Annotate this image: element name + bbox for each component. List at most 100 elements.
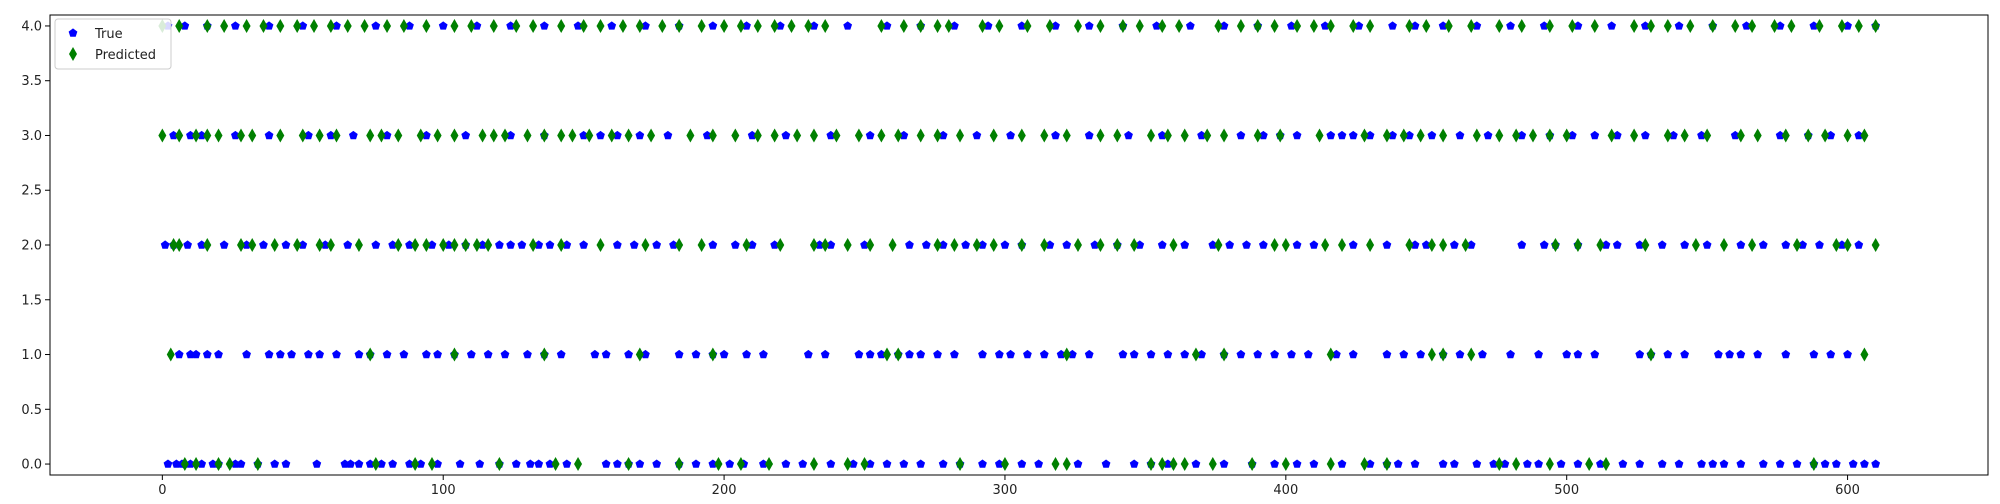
predicted-point	[1686, 18, 1695, 33]
true-point	[511, 459, 521, 468]
predicted-point	[731, 128, 740, 143]
legend-box	[54, 18, 172, 70]
true-point	[1657, 459, 1667, 468]
true-point	[1101, 459, 1111, 468]
true-point	[1337, 130, 1347, 140]
predicted-point	[1854, 18, 1863, 33]
true-point	[994, 349, 1004, 359]
true-point	[275, 349, 285, 359]
true-point	[270, 459, 280, 468]
true-point	[1236, 130, 1246, 140]
true-point	[421, 349, 431, 359]
true-point	[1854, 130, 1864, 140]
predicted-point	[1439, 347, 1448, 362]
predicted-point	[1147, 457, 1156, 472]
true-point	[933, 349, 942, 359]
true-point	[798, 459, 808, 468]
predicted-point	[1545, 128, 1554, 143]
true-point	[326, 130, 336, 140]
predicted-point	[882, 347, 891, 362]
true-point	[1663, 349, 1673, 359]
predicted-point	[450, 128, 459, 143]
predicted-point	[1809, 457, 1818, 472]
true-point	[1758, 240, 1768, 249]
predicted-point	[259, 18, 268, 33]
true-point	[1831, 459, 1841, 468]
true-point	[377, 459, 386, 468]
true-point	[1056, 349, 1066, 359]
true-point	[730, 240, 740, 249]
true-point	[298, 21, 308, 30]
predicted-point	[1158, 18, 1167, 33]
predicted-point	[551, 457, 560, 472]
predicted-point	[360, 18, 369, 33]
predicted-point	[1180, 457, 1189, 472]
true-point	[1702, 240, 1712, 249]
true-point	[281, 240, 291, 249]
predicted-point	[1382, 457, 1391, 472]
y-tick-label: 2.5	[21, 184, 42, 199]
predicted-point	[1113, 128, 1122, 143]
true-point	[1405, 130, 1414, 140]
true-point	[186, 459, 195, 468]
true-point	[1674, 21, 1684, 30]
legend-marker-true	[68, 28, 78, 37]
true-point	[172, 459, 181, 468]
true-point	[506, 130, 515, 140]
predicted-point	[950, 238, 959, 252]
predicted-point	[450, 18, 459, 33]
true-point	[1719, 459, 1729, 468]
true-point	[781, 459, 791, 468]
predicted-point	[658, 18, 667, 33]
true-point	[264, 130, 274, 140]
true-point	[1860, 459, 1869, 468]
true-point	[1292, 240, 1302, 249]
true-point	[1742, 21, 1751, 30]
true-point	[1635, 349, 1645, 359]
true-point	[1534, 459, 1543, 468]
predicted-point	[1158, 457, 1167, 472]
true-point	[972, 130, 982, 140]
true-point	[214, 349, 223, 359]
true-point	[545, 240, 555, 249]
predicted-point	[326, 238, 335, 252]
true-point	[191, 349, 201, 359]
predicted-point	[1641, 238, 1650, 252]
true-point	[1225, 240, 1235, 249]
true-point	[1062, 240, 1072, 249]
true-point	[612, 459, 622, 468]
predicted-point	[253, 457, 262, 472]
predicted-point	[1135, 18, 1144, 33]
predicted-point	[821, 18, 830, 33]
true-point	[1809, 21, 1819, 30]
predicted-point	[1663, 18, 1672, 33]
true-point	[978, 240, 987, 249]
predicted-point	[1326, 457, 1335, 472]
true-point	[433, 349, 442, 359]
true-point	[1730, 130, 1740, 140]
predicted-point	[1545, 18, 1554, 33]
predicted-point	[276, 18, 285, 33]
true-point	[1438, 459, 1448, 468]
true-point	[1067, 349, 1077, 359]
predicted-point	[236, 128, 245, 143]
true-point	[652, 459, 662, 468]
true-point	[354, 459, 364, 468]
true-point	[950, 21, 959, 30]
predicted-point	[1180, 128, 1189, 143]
true-point	[1640, 21, 1650, 30]
predicted-point	[1860, 347, 1869, 362]
predicted-point	[956, 457, 965, 472]
true-point	[242, 240, 251, 249]
predicted-point	[248, 128, 257, 143]
true-point	[1669, 130, 1678, 140]
predicted-point	[776, 238, 785, 252]
true-point	[590, 349, 600, 359]
predicted-point	[1444, 18, 1453, 33]
predicted-point	[1366, 238, 1375, 252]
true-point	[371, 21, 381, 30]
true-point	[539, 21, 549, 30]
true-point	[1500, 459, 1510, 468]
true-point	[433, 459, 442, 468]
predicted-point	[933, 238, 942, 252]
